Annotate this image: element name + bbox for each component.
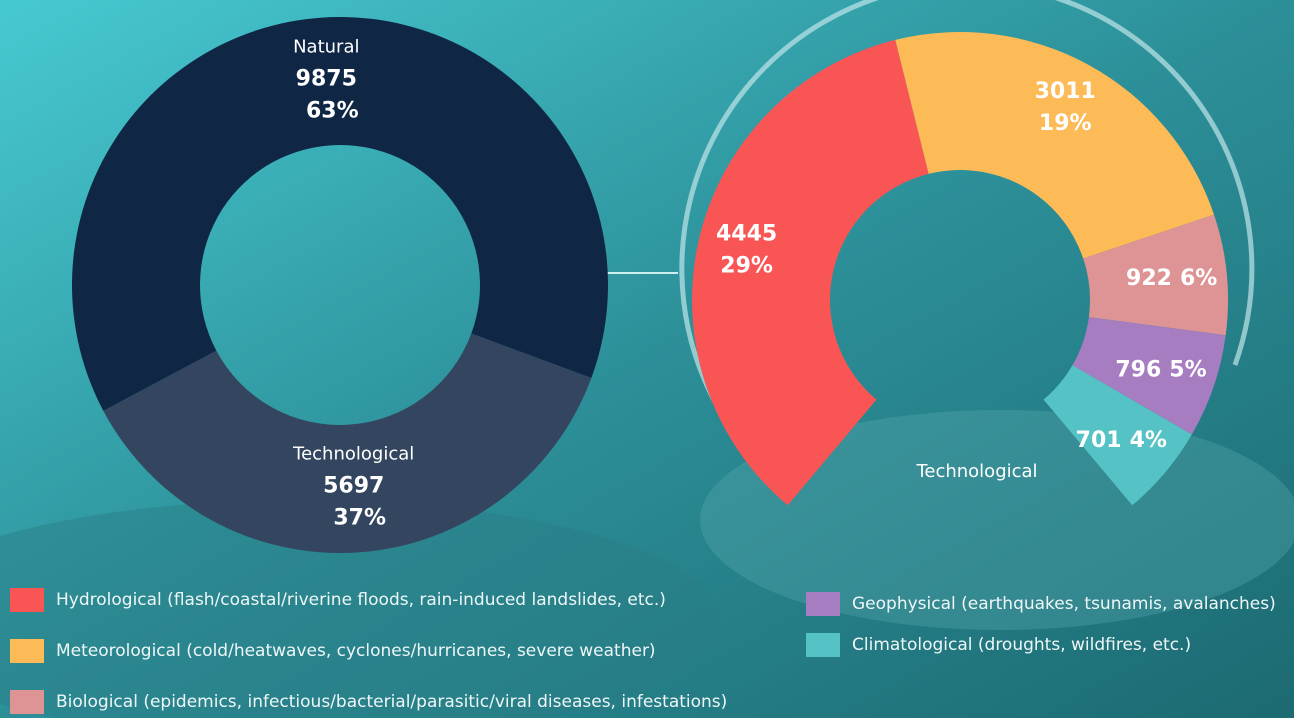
- segment-percent: 37%: [333, 506, 386, 531]
- segment-percent: 4%: [1130, 428, 1167, 453]
- segment-value: 5697: [323, 474, 384, 499]
- segment-percent: 29%: [720, 254, 773, 279]
- segment-value: 3011: [1035, 79, 1096, 104]
- segment-value: 701: [1076, 428, 1122, 453]
- page: Natural 9875 63% Technological 5697 37% 4445 29…: [0, 0, 1294, 718]
- legend-swatch: [806, 633, 840, 657]
- segment-value: 796: [1115, 358, 1161, 383]
- segment-percent: 63%: [306, 98, 359, 123]
- legend-label: Climatological (droughts, wildfires, etc…: [852, 635, 1191, 655]
- segment-percent: 19%: [1039, 111, 1092, 136]
- chart: Natural 9875 63% Technological 5697 37% 4445 29…: [0, 0, 1294, 718]
- segment-percent: 6%: [1180, 266, 1217, 291]
- segment-percent: 5%: [1169, 358, 1206, 383]
- legend-label: Biological (epidemics, infectious/bacter…: [56, 692, 727, 712]
- segment-value: 4445: [716, 222, 777, 247]
- legend-label: Hydrological (flash/coastal/riverine flo…: [56, 590, 666, 610]
- legend-label: Meteorological (cold/heatwaves, cyclones…: [56, 641, 656, 661]
- segment-name: Technological: [292, 444, 414, 465]
- segment-value: 9875: [296, 66, 357, 91]
- legend-swatch: [10, 639, 44, 663]
- legend-label: Geophysical (earthquakes, tsunamis, aval…: [852, 594, 1276, 614]
- segment-name: Natural: [293, 36, 359, 57]
- caption: Technological: [915, 461, 1037, 482]
- legend-swatch: [10, 690, 44, 714]
- legend-swatch: [10, 588, 44, 612]
- segment-value: 922: [1126, 266, 1172, 291]
- legend-swatch: [806, 592, 840, 616]
